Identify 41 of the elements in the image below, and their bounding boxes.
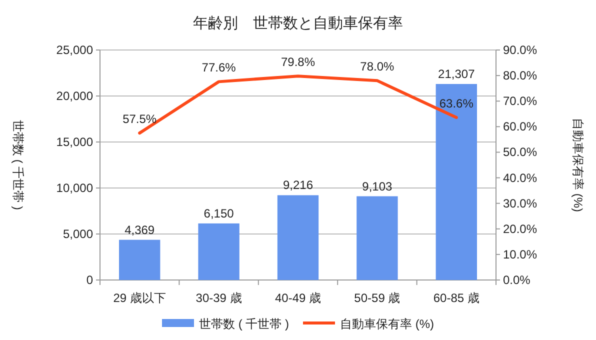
y-tick-label: 15,000 bbox=[56, 135, 94, 149]
x-tick-label: 50-59 歳 bbox=[354, 291, 400, 305]
data-label: 63.6% bbox=[439, 96, 474, 110]
bar bbox=[356, 196, 398, 280]
y-tick-label: 10,000 bbox=[56, 181, 94, 195]
data-label: 77.6% bbox=[202, 60, 236, 75]
data-label: 9,103 bbox=[362, 179, 393, 194]
x-tick-label: 40-49 歳 bbox=[274, 291, 322, 305]
y2-tick-label: 50.0% bbox=[503, 145, 538, 160]
data-label: 79.8% bbox=[280, 55, 316, 70]
y2-tick-label: 10.0% bbox=[503, 247, 538, 262]
legend-label: 自動車保有率 (%) bbox=[340, 317, 434, 331]
data-label: 21,307 bbox=[438, 66, 476, 81]
data-label: 6,150 bbox=[204, 206, 234, 220]
bar bbox=[119, 240, 160, 280]
data-label: 4,369 bbox=[124, 222, 155, 237]
data-label: 9,216 bbox=[282, 178, 314, 192]
y-tick-label: 20,000 bbox=[56, 89, 94, 103]
y2-tick-label: 80.0% bbox=[503, 68, 538, 83]
x-tick-label: 60-85 歳 bbox=[433, 291, 480, 305]
y2-tick-label: 60.0% bbox=[503, 120, 538, 134]
legend-label: 世帯数 ( 千世帯 ) bbox=[199, 317, 289, 331]
y-tick-label: 5,000 bbox=[62, 227, 94, 241]
y2-tick-label: 90.0% bbox=[503, 43, 538, 57]
y-axis-title: 世帯数 ( 千世帯 ) bbox=[11, 120, 25, 210]
y2-axis-title: 自動車保有率 (%) bbox=[571, 118, 585, 212]
data-label: 57.5% bbox=[122, 112, 157, 126]
y-tick-label: 0 bbox=[86, 273, 94, 287]
y2-tick-label: 40.0% bbox=[503, 170, 538, 185]
y2-tick-label: 0.0% bbox=[503, 273, 531, 287]
y2-tick-label: 70.0% bbox=[503, 94, 538, 108]
chart-title: 年齢別 世帯数と自動車保有率 bbox=[193, 15, 403, 32]
x-tick-label: 29 歳以下 bbox=[113, 291, 166, 305]
bar bbox=[277, 195, 319, 280]
x-tick-label: 30-39 歳 bbox=[196, 291, 242, 305]
data-label: 78.0% bbox=[360, 60, 395, 74]
y2-tick-label: 30.0% bbox=[503, 196, 538, 210]
bar bbox=[436, 84, 477, 280]
y-tick-label: 25,000 bbox=[56, 43, 94, 57]
bar bbox=[198, 223, 240, 280]
y2-tick-label: 20.0% bbox=[503, 222, 538, 236]
